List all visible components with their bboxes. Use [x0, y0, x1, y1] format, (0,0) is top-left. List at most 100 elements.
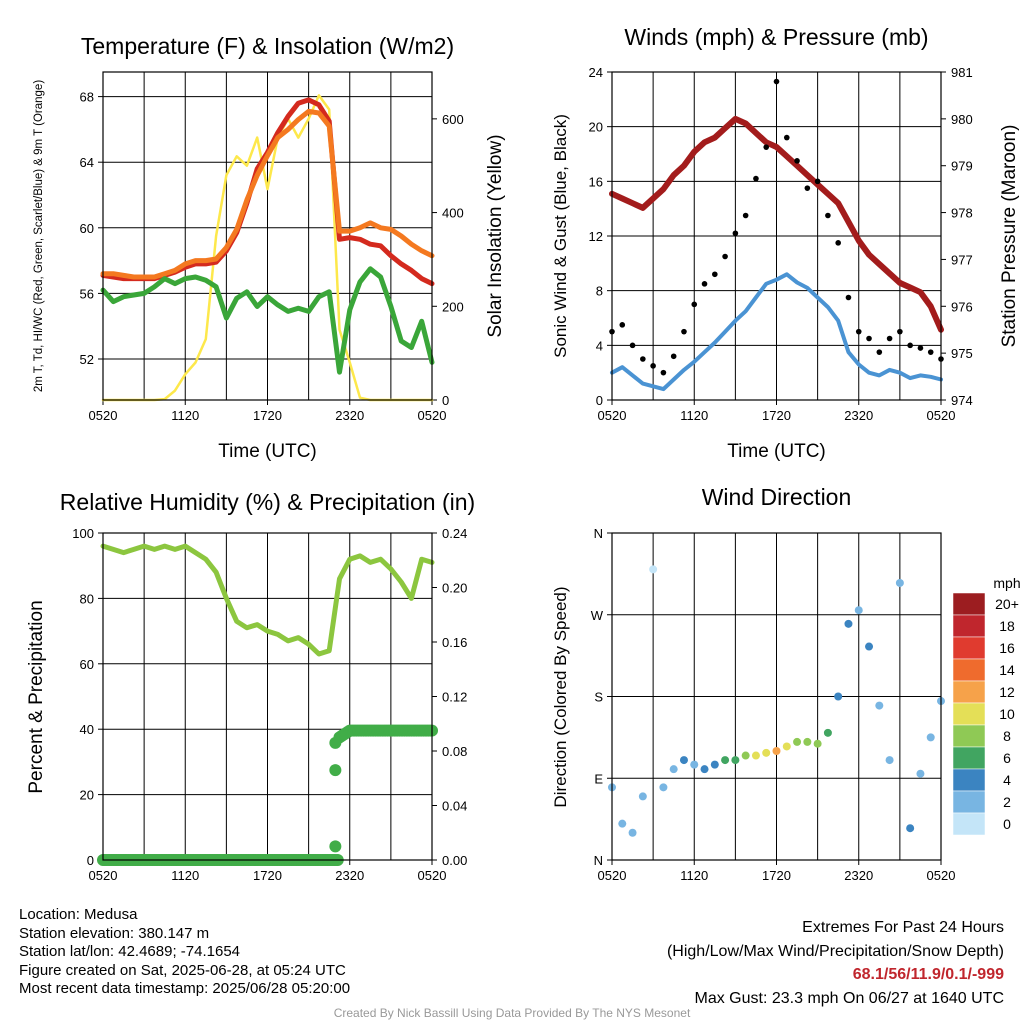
colorbar-swatch [952, 614, 986, 638]
y2-tick-label: 0.08 [442, 744, 467, 759]
y-tick-label: N [594, 526, 603, 541]
y-tick-label: 16 [589, 174, 603, 189]
colorbar-label: 20+ [995, 596, 1019, 612]
x-tick-label: 0520 [927, 408, 956, 423]
chart-title: Relative Humidity (%) & Precipitation (i… [60, 489, 475, 515]
location-text: Location: Medusa [19, 906, 138, 923]
chart-title: Wind Direction [702, 484, 852, 510]
y2-tick-label: 975 [951, 346, 973, 361]
colorbar-swatch [952, 724, 986, 748]
x-tick-label: 1120 [171, 868, 199, 883]
x-axis-label: Time (UTC) [727, 441, 826, 462]
gust-point [691, 301, 698, 308]
colorbar-swatch [952, 592, 986, 616]
extremes-title: Extremes For Past 24 Hours [802, 919, 1004, 936]
plot-frame [102, 71, 433, 401]
gust-point [773, 78, 780, 85]
gust-point [855, 328, 862, 335]
gust-point [742, 212, 749, 219]
direction-point [710, 760, 719, 769]
y-tick-label: 56 [80, 286, 94, 301]
colorbar-label: 2 [1003, 794, 1011, 810]
direction-point [679, 756, 688, 765]
gust-point [845, 294, 852, 301]
series-line-humidity [100, 543, 435, 657]
series-line-temperature [100, 108, 435, 280]
direction-point [669, 765, 678, 774]
colorbar-unit: mph [993, 575, 1020, 591]
station-info: Location: Medusa Station elevation: 380.… [19, 906, 350, 999]
precip-point [329, 736, 342, 749]
colorbar-swatch [952, 812, 986, 836]
series-line-temperature [100, 266, 435, 375]
gust-point [681, 328, 687, 335]
colorbar-label: 18 [999, 618, 1015, 634]
x-axis-label: Time (UTC) [218, 441, 317, 462]
y-tick-label: 60 [80, 221, 94, 236]
gust-point [753, 175, 759, 182]
y2-tick-label: 600 [442, 112, 464, 127]
y-tick-label: W [591, 608, 604, 623]
x-tick-label: 2320 [844, 408, 873, 423]
y-axis-label: 2m T, Td, HI/WC (Red, Green, Scarlet/Blu… [33, 80, 45, 392]
credit-text: Created By Nick Bassill Using Data Provi… [333, 1006, 691, 1020]
y2-tick-label: 981 [951, 65, 973, 80]
x-tick-label: 2320 [335, 408, 364, 423]
direction-point [618, 819, 627, 828]
colorbar-label: 16 [999, 640, 1015, 656]
colorbar-label: 4 [1003, 772, 1011, 788]
gust-point [670, 353, 677, 360]
y-tick-label: 20 [589, 120, 603, 135]
direction-point [649, 565, 658, 574]
direction-point [916, 769, 925, 778]
y-tick-label: 68 [80, 90, 94, 105]
colorbar-swatch [952, 702, 986, 726]
direction-point [823, 728, 832, 737]
y-tick-label: 8 [596, 284, 603, 299]
y-tick-label: S [594, 690, 603, 705]
x-tick-label: 1720 [253, 408, 282, 423]
y2-axis-label: Station Pressure (Maroon) [999, 125, 1020, 348]
y-tick-label: E [594, 771, 603, 786]
colorbar-swatch [952, 680, 986, 704]
direction-point [638, 792, 647, 801]
recent-data-text: Most recent data timestamp: 2025/06/28 0… [19, 980, 351, 998]
y-tick-label: 40 [80, 722, 94, 737]
x-tick-label: 1720 [762, 868, 791, 883]
y-tick-label: 64 [80, 155, 94, 170]
y-tick-label: 20 [80, 788, 94, 803]
gust-point [897, 328, 903, 335]
y2-tick-label: 977 [951, 252, 973, 267]
gust-point [835, 240, 841, 246]
gust-point [814, 178, 821, 185]
direction-point [751, 751, 760, 760]
direction-point [782, 742, 791, 751]
x-tick-label: 0520 [927, 868, 956, 883]
panel-1: 0520 1120 1720 2320 0520 Temperature (F) & In… [33, 33, 506, 462]
y-axis-label: Direction (Colored By Speed) [551, 586, 570, 807]
x-tick-label: 0520 [89, 868, 118, 883]
series-line-pressure [609, 115, 944, 333]
direction-point [659, 783, 668, 792]
y2-axis-label: Solar Insolation (Yellow) [485, 134, 506, 337]
x-tick-label: 0520 [89, 408, 118, 423]
y-tick-label: 100 [72, 526, 94, 541]
colorbar: mph 20+ 18 16 14 12 10 8 6 4 2 0 [952, 575, 1021, 836]
y-tick-label: 4 [596, 338, 603, 353]
gust-point [866, 335, 872, 342]
direction-point [721, 756, 730, 765]
chart-title: Temperature (F) & Insolation (W/m2) [81, 33, 454, 59]
chart-title: Winds (mph) & Pressure (mb) [624, 24, 928, 50]
colorbar-label: 14 [999, 662, 1015, 678]
plot-frame [611, 532, 942, 861]
panel-4: 0520 1120 1720 2320 0520 Wind Direction N E S W N D… [551, 484, 955, 883]
gust-point [732, 230, 739, 237]
direction-point [895, 578, 904, 587]
gust-point [722, 253, 728, 260]
colorbar-label: 10 [999, 706, 1015, 722]
x-tick-label: 1120 [171, 408, 199, 423]
colorbar-swatch [952, 746, 986, 770]
y-tick-label: N [594, 853, 603, 868]
y2-tick-label: 400 [442, 206, 464, 221]
direction-point [803, 737, 812, 746]
